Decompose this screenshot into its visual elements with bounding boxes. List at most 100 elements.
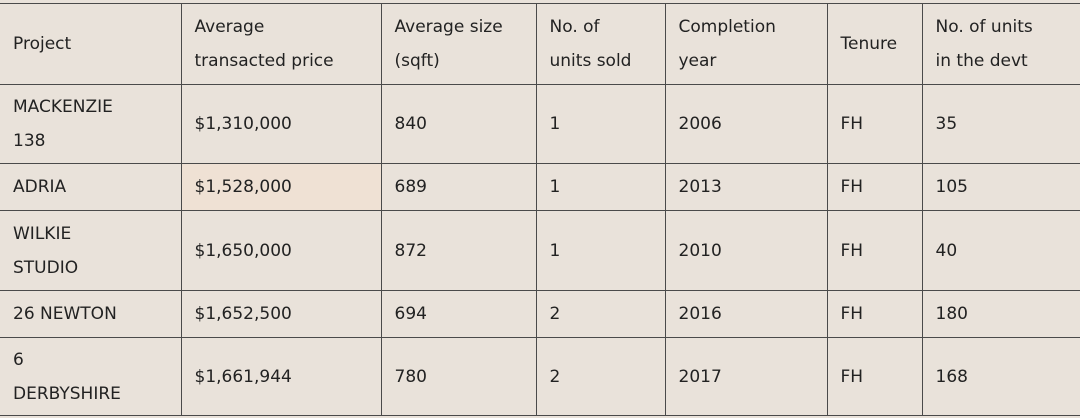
- cell-text: ADRIA: [13, 170, 181, 204]
- cell-text: FH: [841, 297, 922, 331]
- header-cell: Project: [0, 4, 181, 85]
- cell-text: 2016: [679, 297, 827, 331]
- table-cell: 180: [922, 291, 1080, 338]
- cell-text: 35: [936, 107, 1080, 141]
- cell-text: DERBYSHIRE: [13, 377, 181, 411]
- cell-text: MACKENZIE: [13, 90, 181, 124]
- table-cell: ADRIA: [0, 164, 181, 211]
- table-cell: $1,661,944: [181, 338, 381, 416]
- cell-text: 40: [936, 234, 1080, 268]
- cell-text: Project: [13, 27, 181, 61]
- table-cell: FH: [827, 85, 922, 164]
- cell-text: 872: [395, 234, 536, 268]
- cell-text: 2013: [679, 170, 827, 204]
- cell-text: year: [679, 44, 827, 78]
- cell-text: units sold: [550, 44, 665, 78]
- cell-text: 694: [395, 297, 536, 331]
- table-cell: $1,650,000: [181, 211, 381, 291]
- table-row: ADRIA $1,528,000 689 1 2013 FH 105: [0, 164, 1080, 211]
- cell-text: 1: [550, 107, 665, 141]
- table-cell: 840: [381, 85, 536, 164]
- table-row: 26 NEWTON $1,652,500 694 2 2016 FH 180: [0, 291, 1080, 338]
- cell-text: 6: [13, 343, 181, 377]
- cell-text: Average: [195, 10, 381, 44]
- cell-text: 105: [936, 170, 1080, 204]
- cell-text: $1,528,000: [195, 170, 381, 204]
- cell-text: $1,310,000: [195, 107, 381, 141]
- cell-text: 689: [395, 170, 536, 204]
- table-cell: 2013: [665, 164, 827, 211]
- table-cell: 1: [536, 211, 665, 291]
- cell-text: in the devt: [936, 44, 1080, 78]
- table-cell: FH: [827, 211, 922, 291]
- table-cell: FH: [827, 164, 922, 211]
- header-cell: Tenure: [827, 4, 922, 85]
- cell-text: 180: [936, 297, 1080, 331]
- cell-text: 2006: [679, 107, 827, 141]
- cell-text: Tenure: [841, 27, 922, 61]
- table-cell: 780: [381, 338, 536, 416]
- table-cell: 2: [536, 291, 665, 338]
- table-cell: 1: [536, 85, 665, 164]
- cell-text: 2017: [679, 360, 827, 394]
- cell-text: WILKIE: [13, 217, 181, 251]
- cell-text: $1,661,944: [195, 360, 381, 394]
- table-cell: 2: [536, 338, 665, 416]
- table-cell: 2017: [665, 338, 827, 416]
- cell-text: STUDIO: [13, 251, 181, 285]
- table-cell: 26 NEWTON: [0, 291, 181, 338]
- cell-text: No. of: [550, 10, 665, 44]
- table-cell: 694: [381, 291, 536, 338]
- cell-text: (sqft): [395, 44, 536, 78]
- table-cell: 2010: [665, 211, 827, 291]
- table-cell: 689: [381, 164, 536, 211]
- cell-text: No. of units: [936, 10, 1080, 44]
- table-cell: 168: [922, 338, 1080, 416]
- cell-text: FH: [841, 170, 922, 204]
- header-cell: Average size(sqft): [381, 4, 536, 85]
- cell-text: Completion: [679, 10, 827, 44]
- cell-text: 2: [550, 297, 665, 331]
- cell-text: FH: [841, 234, 922, 268]
- cell-text: 840: [395, 107, 536, 141]
- cell-text: Average size: [395, 10, 536, 44]
- cell-text: 168: [936, 360, 1080, 394]
- table-cell: 2006: [665, 85, 827, 164]
- table-cell: 2016: [665, 291, 827, 338]
- cell-text: 2010: [679, 234, 827, 268]
- cell-text: FH: [841, 360, 922, 394]
- cell-text: $1,652,500: [195, 297, 381, 331]
- cell-text: 2: [550, 360, 665, 394]
- cell-text: FH: [841, 107, 922, 141]
- table-cell: $1,528,000: [181, 164, 381, 211]
- table-cell: $1,310,000: [181, 85, 381, 164]
- cell-text: 780: [395, 360, 536, 394]
- table-cell: 40: [922, 211, 1080, 291]
- table-cell: FH: [827, 291, 922, 338]
- cell-text: 26 NEWTON: [13, 297, 181, 331]
- table-cell: FH: [827, 338, 922, 416]
- table-cell: 1: [536, 164, 665, 211]
- cell-text: $1,650,000: [195, 234, 381, 268]
- table-cell: 35: [922, 85, 1080, 164]
- table-cell: 872: [381, 211, 536, 291]
- cell-text: 1: [550, 234, 665, 268]
- cell-text: transacted price: [195, 44, 381, 78]
- cell-text: 1: [550, 170, 665, 204]
- table-cell: 105: [922, 164, 1080, 211]
- table-cell: $1,652,500: [181, 291, 381, 338]
